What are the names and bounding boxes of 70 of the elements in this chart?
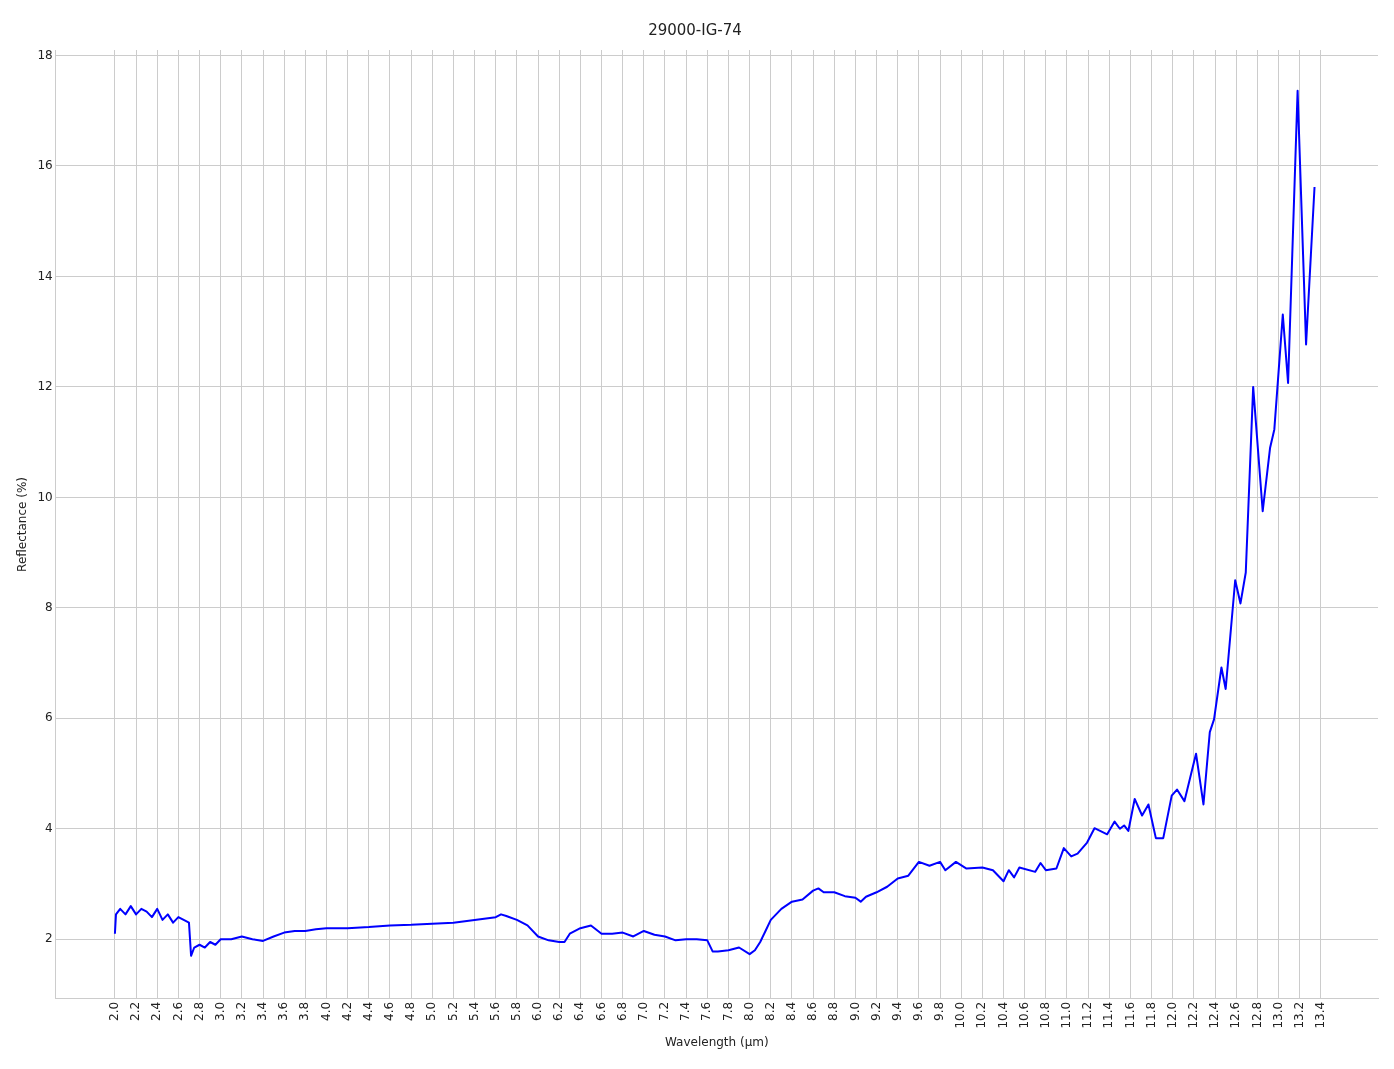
x-tick-label: 12.2	[1186, 1001, 1201, 1029]
x-tick-label: 2.8	[191, 1001, 206, 1021]
y-tick-label: 10	[37, 489, 53, 504]
x-tick-label: 4.2	[339, 1001, 354, 1021]
x-tick-label: 6.2	[551, 1001, 566, 1021]
x-tick-label: 10.8	[1037, 1001, 1052, 1029]
x-tick-label: 13.0	[1270, 1001, 1285, 1029]
x-tick-label: 9.8	[932, 1001, 947, 1021]
x-tick-label: 9.2	[868, 1001, 883, 1021]
x-tick-label: 5.6	[487, 1001, 502, 1021]
x-tick-label: 4.0	[318, 1001, 333, 1021]
x-tick-label: 12.6	[1228, 1001, 1243, 1029]
x-tick-label: 10.0	[953, 1001, 968, 1029]
y-axis-title: Reflectance (%)	[15, 476, 30, 572]
x-tick-label: 5.0	[424, 1001, 439, 1021]
x-tick-label: 2.2	[128, 1001, 143, 1021]
x-tick-label: 8.6	[805, 1001, 820, 1021]
x-tick-label: 6.6	[593, 1001, 608, 1021]
x-tick-label: 7.4	[678, 1001, 693, 1021]
x-tick-label: 3.0	[212, 1001, 227, 1021]
x-tick-label: 13.2	[1291, 1001, 1306, 1029]
x-tick-label: 2.6	[170, 1001, 185, 1021]
x-tick-label: 10.6	[1016, 1001, 1031, 1029]
x-tick-label: 5.4	[466, 1001, 481, 1021]
x-tick-label: 11.2	[1080, 1001, 1095, 1029]
x-tick-label: 11.4	[1101, 1001, 1116, 1029]
x-tick-label: 3.8	[297, 1001, 312, 1021]
y-tick-label: 4	[45, 820, 53, 835]
x-tick-label: 9.4	[889, 1001, 904, 1021]
x-axis-title: Wavelength (µm)	[664, 1034, 769, 1049]
y-tick-label: 12	[37, 379, 53, 394]
x-tick-label: 2.4	[149, 1001, 164, 1021]
x-tick-label: 8.8	[826, 1001, 841, 1021]
x-tick-label: 11.6	[1122, 1001, 1137, 1029]
x-tick-label: 4.8	[403, 1001, 418, 1021]
x-tick-label: 11.8	[1143, 1001, 1158, 1029]
x-tick-label: 4.4	[360, 1001, 375, 1021]
x-tick-label: 2.0	[107, 1001, 122, 1021]
y-tick-label: 6	[45, 710, 53, 725]
x-tick-label: 5.8	[509, 1001, 524, 1021]
x-tick-label: 13.4	[1313, 1001, 1327, 1029]
y-tick-label: 8	[45, 599, 53, 614]
x-tick-label: 4.6	[382, 1001, 397, 1021]
x-tick-label: 8.4	[784, 1001, 799, 1021]
x-tick-label: 8.0	[741, 1001, 756, 1021]
x-tick-label: 10.2	[974, 1001, 989, 1029]
x-tick-label: 12.4	[1207, 1001, 1222, 1029]
x-tick-label: 7.8	[720, 1001, 735, 1021]
x-tick-label: 12.8	[1249, 1001, 1264, 1029]
x-tick-label: 7.0	[635, 1001, 650, 1021]
y-tick-label: 16	[37, 158, 53, 173]
x-tick-label: 11.0	[1059, 1001, 1074, 1029]
x-tick-label: 7.2	[657, 1001, 672, 1021]
x-tick-label: 8.2	[762, 1001, 777, 1021]
x-tick-label: 3.6	[276, 1001, 291, 1021]
x-tick-label: 5.2	[445, 1001, 460, 1021]
x-tick-label: 12.0	[1164, 1001, 1179, 1029]
x-tick-label: 9.6	[911, 1001, 926, 1021]
x-tick-label: 10.4	[995, 1001, 1010, 1029]
x-tick-label: 3.4	[255, 1001, 270, 1021]
y-tick-label: 2	[45, 931, 53, 946]
chart-title: 29000-IG-74	[648, 20, 742, 39]
y-tick-label: 14	[37, 268, 53, 283]
x-tick-label: 7.6	[699, 1001, 714, 1021]
x-tick-label: 6.0	[530, 1001, 545, 1021]
x-tick-label: 3.2	[233, 1001, 248, 1021]
y-tick-label: 18	[37, 47, 53, 62]
x-tick-label: 9.0	[847, 1001, 862, 1021]
x-tick-label: 6.8	[614, 1001, 629, 1021]
x-tick-label: 6.4	[572, 1001, 587, 1021]
